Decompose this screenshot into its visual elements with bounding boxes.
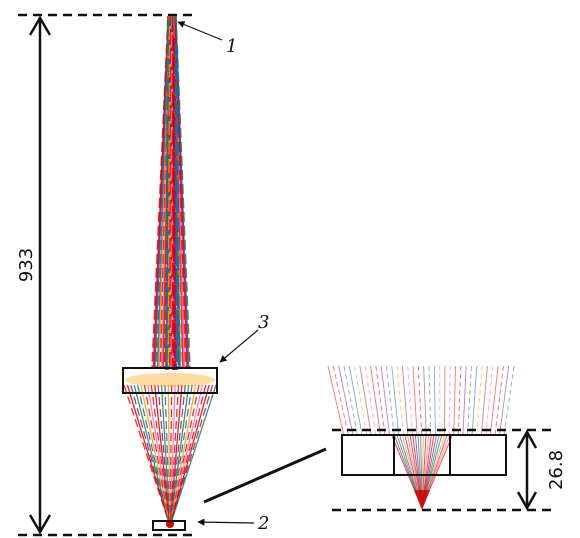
ray-line (348, 365, 363, 437)
detail-view: 26.8 (327, 365, 567, 512)
ray-line (448, 365, 451, 437)
ray-line (391, 365, 400, 437)
svg-text:2: 2 (257, 513, 269, 534)
ray-line (169, 384, 176, 527)
ray-line (174, 43, 179, 371)
ray-line (175, 15, 191, 369)
ray-line (462, 365, 467, 437)
ray-line (386, 365, 395, 437)
ray-line (354, 365, 368, 437)
ray-line (332, 365, 350, 437)
detail-focus-tip (414, 490, 430, 510)
ray-line (412, 365, 418, 437)
ray-line (498, 365, 510, 437)
ray-line (166, 22, 171, 371)
ray-line (466, 365, 472, 437)
detail-lens-array (341, 434, 507, 476)
detail-height-dimension: 26.8 (516, 429, 567, 511)
ray-bundle (123, 15, 217, 528)
ray-line (169, 384, 217, 527)
callout-3: 3 (219, 312, 269, 363)
ray-line (489, 365, 499, 437)
ray-line (396, 365, 404, 437)
height-dimension-label: 933 (16, 248, 37, 282)
detail-height-label: 26.8 (546, 450, 567, 490)
ray-line (453, 365, 456, 437)
ray-line (154, 384, 171, 527)
ray-line (338, 365, 354, 437)
ray-line (327, 365, 345, 437)
ray-line (173, 40, 177, 371)
ray-line (175, 46, 180, 371)
ray-line (164, 19, 170, 371)
lens-surface-tint (125, 373, 215, 387)
callout-1: 1 (177, 21, 237, 57)
ray-line (343, 365, 359, 437)
callout-2: 2 (197, 513, 269, 534)
ray-line (417, 365, 423, 437)
ray-line (401, 365, 409, 437)
ray-line (494, 365, 504, 437)
ray-line (147, 384, 171, 527)
svg-text:3: 3 (258, 312, 269, 333)
detector-element (152, 520, 186, 531)
ray-line (457, 365, 462, 437)
ray-line (169, 384, 183, 527)
ray-line (140, 384, 171, 527)
ray-line (433, 365, 436, 437)
ray-line (476, 365, 483, 437)
zoom-connector-line (203, 447, 327, 504)
ray-line (428, 365, 432, 437)
ray-line (167, 384, 171, 527)
lens-element (122, 367, 218, 394)
ray-line (359, 365, 372, 437)
ray-line (364, 365, 377, 437)
ray-line (503, 365, 515, 437)
ray-line (480, 365, 488, 437)
ray-line (160, 384, 171, 527)
ray-line (380, 365, 391, 437)
ray-line (169, 384, 190, 527)
ray-line (167, 25, 172, 371)
ray-line (423, 365, 427, 437)
ray-line (471, 365, 478, 437)
ray-line (485, 365, 494, 437)
ray-line (370, 365, 382, 437)
detail-ray-fan (327, 365, 515, 510)
ray-line (375, 365, 386, 437)
height-dimension: 933 (16, 15, 52, 535)
svg-text:1: 1 (226, 36, 237, 57)
ray-line (407, 365, 414, 437)
